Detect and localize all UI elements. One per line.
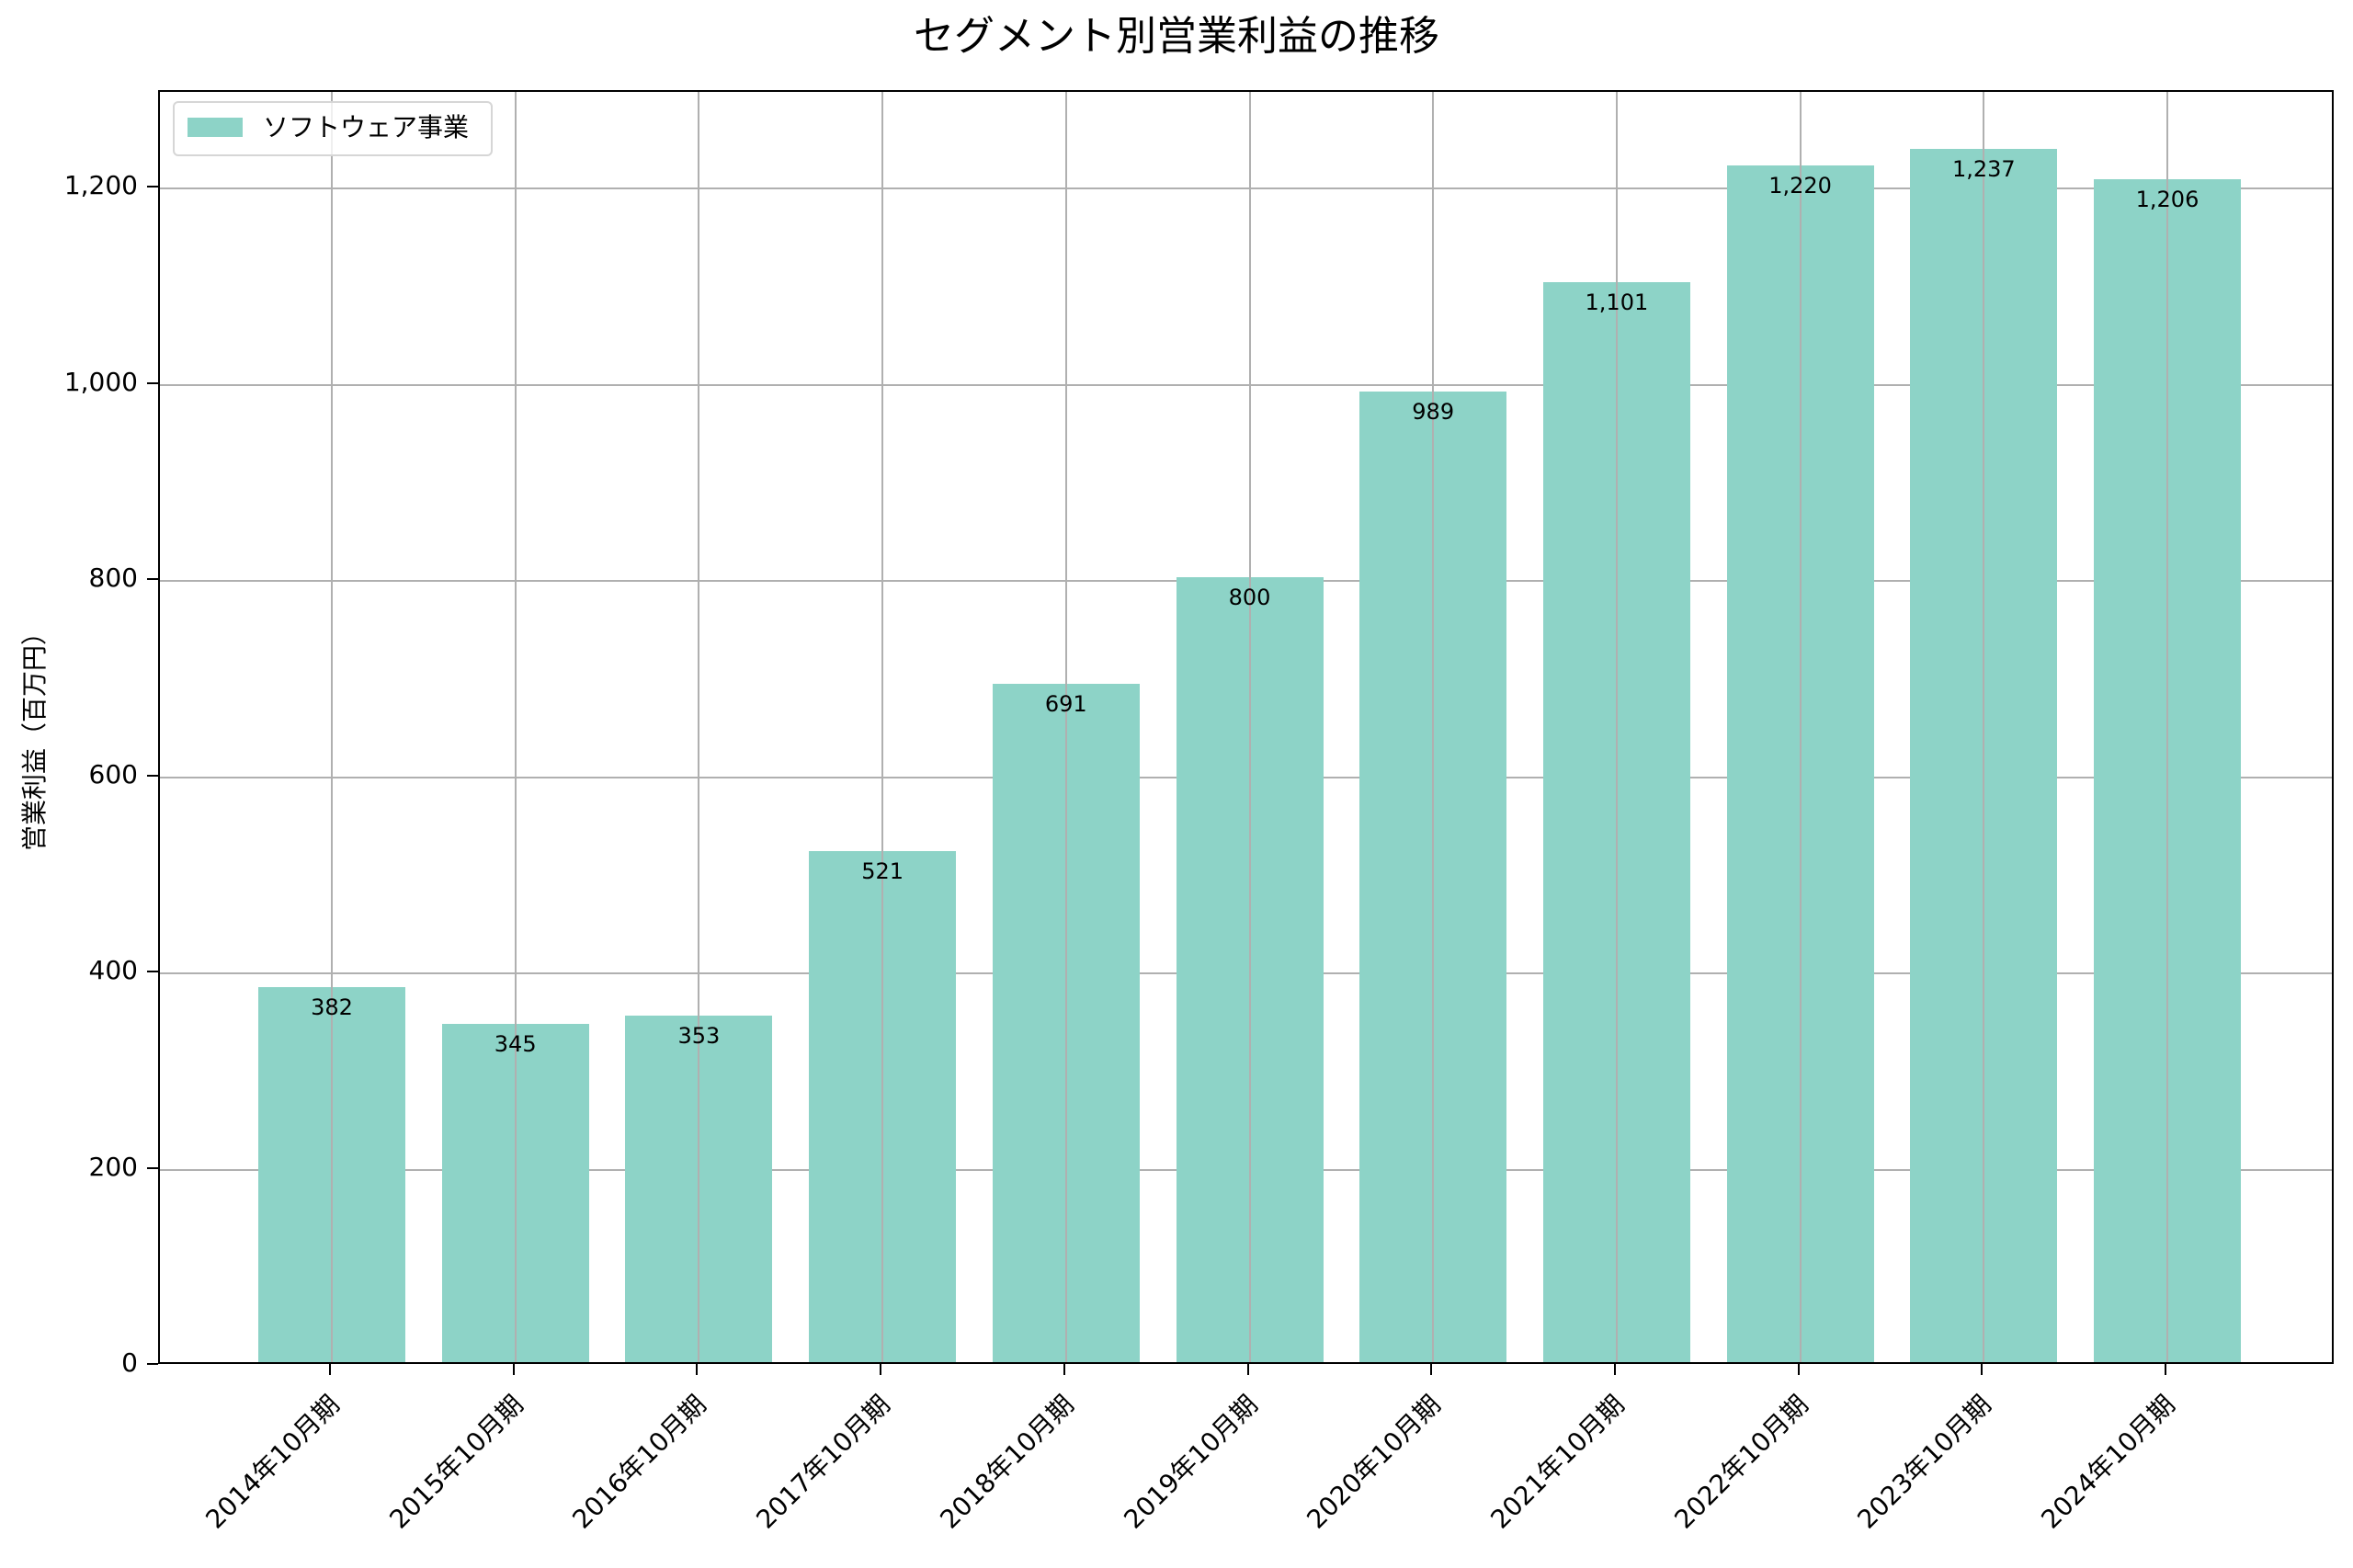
grid-line-vertical	[1432, 92, 1435, 1362]
x-tick-label: 2015年10月期	[383, 1389, 529, 1535]
bar-value-label: 800	[1228, 585, 1271, 610]
x-tick-mark	[1246, 1364, 1249, 1375]
chart-title: セグメント別営業利益の推移	[914, 13, 1439, 60]
y-tick-mark	[147, 774, 158, 777]
x-tick-mark	[2165, 1364, 2166, 1375]
bar-value-label: 353	[677, 1023, 721, 1050]
x-tick-label: 2022年10月期	[1668, 1389, 1814, 1535]
bar-value-label: 382	[311, 994, 353, 1021]
bar-value-label: 1,220	[1768, 172, 1832, 199]
bar-value-label: 1,237	[1951, 155, 2016, 182]
y-axis-label: 営業利益（百万円）	[19, 619, 50, 852]
grid-line-vertical	[1799, 92, 1802, 1362]
y-tick-label: 0	[121, 1347, 138, 1378]
x-tick-mark	[512, 1364, 515, 1375]
x-tick-label: 2019年10月期	[1117, 1389, 1264, 1535]
x-tick-mark	[880, 1364, 882, 1375]
x-tick-label: 2018年10月期	[934, 1389, 1080, 1535]
grid-line-vertical	[1064, 92, 1067, 1362]
y-tick-label: 1,200	[63, 170, 138, 200]
y-tick-mark	[147, 186, 158, 187]
bar-value-label: 989	[1412, 399, 1455, 426]
bar-value-label: 1,206	[2135, 186, 2200, 212]
grid-line-horizontal	[160, 187, 2332, 189]
grid-line-vertical	[2166, 92, 2168, 1362]
grid-line-vertical	[1983, 92, 1985, 1362]
bar-value-label: 691	[1044, 691, 1087, 718]
y-tick-mark	[147, 971, 158, 972]
x-tick-mark	[329, 1364, 331, 1375]
bar-value-label: 345	[494, 1030, 537, 1057]
x-tick-mark	[1430, 1364, 1433, 1375]
grid-line-vertical	[1615, 92, 1618, 1362]
plot-area: ソフトウェア事業 382 345 353 521 691 800 989 1,101 1,220…	[158, 90, 2334, 1364]
x-tick-mark	[1797, 1364, 1800, 1375]
x-tick-label: 2024年10月期	[2035, 1389, 2181, 1535]
y-tick-label: 800	[88, 562, 138, 593]
grid-line-vertical	[514, 92, 517, 1362]
bar-value-label: 521	[861, 858, 904, 884]
y-tick-label: 200	[88, 1151, 138, 1182]
y-tick-mark	[147, 1363, 158, 1365]
x-tick-label: 2014年10月期	[199, 1389, 346, 1535]
x-tick-label: 2023年10月期	[1851, 1389, 1998, 1535]
grid-line-vertical	[881, 92, 884, 1362]
grid-line-vertical	[1248, 92, 1251, 1362]
x-tick-label: 2016年10月期	[566, 1389, 713, 1535]
y-tick-mark	[147, 381, 158, 384]
grid-line-vertical	[331, 92, 333, 1362]
x-tick-mark	[1981, 1364, 1984, 1375]
y-tick-label: 1,000	[63, 366, 138, 397]
legend: ソフトウェア事業	[173, 101, 493, 156]
x-tick-label: 2021年10月期	[1484, 1389, 1631, 1535]
y-tick-label: 400	[88, 955, 138, 985]
x-tick-label: 2020年10月期	[1301, 1389, 1447, 1535]
y-tick-mark	[147, 578, 158, 580]
bar-value-label: 1,101	[1585, 289, 1649, 315]
legend-label: ソフトウェア事業	[263, 112, 470, 142]
grid-line-horizontal	[160, 383, 2332, 386]
x-tick-label: 2017年10月期	[750, 1389, 896, 1535]
y-tick-mark	[147, 1166, 158, 1169]
x-tick-mark	[696, 1364, 699, 1375]
x-tick-mark	[1613, 1364, 1616, 1375]
legend-swatch	[188, 118, 243, 137]
x-tick-mark	[1063, 1364, 1065, 1375]
grid-line-vertical	[698, 92, 700, 1362]
y-tick-label: 600	[88, 758, 138, 790]
